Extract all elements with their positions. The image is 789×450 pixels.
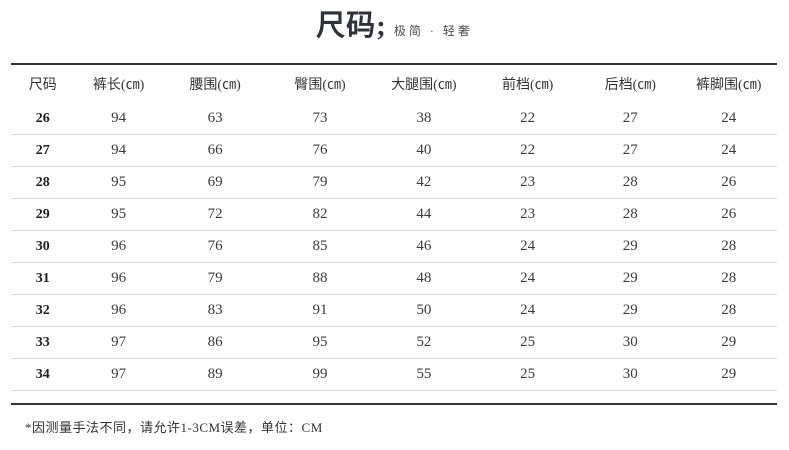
column-header: 前档(㎝) — [501, 78, 554, 93]
measurement-cell: 24 — [680, 134, 777, 167]
measurement-cell: 25 — [475, 358, 581, 391]
measurement-cell: 82 — [267, 198, 373, 231]
measurement-cell: 76 — [267, 134, 373, 167]
measurement-cell: 29 — [580, 294, 681, 327]
measurement-cell: 63 — [162, 103, 268, 135]
size-cell: 30 — [11, 230, 75, 263]
measurement-cell: 76 — [162, 230, 268, 263]
table-row: 30 96 76 85 46 24 29 28 — [11, 230, 777, 263]
size-table: 尺码 裤长(㎝) 腰围(㎝) 臀围(㎝) 大腿围(㎝) 前档(㎝) 后档(㎝) 裤脚围(㎝) … — [11, 65, 777, 391]
measurement-cell: 23 — [475, 166, 581, 199]
measurement-cell: 79 — [162, 262, 268, 295]
measurement-cell: 28 — [680, 294, 777, 327]
measurement-cell: 66 — [162, 134, 268, 167]
column-header: 裤脚围(㎝) — [696, 78, 762, 93]
measurement-cell: 96 — [74, 294, 163, 327]
measurement-note: *因测量手法不同，请允许1-3CM误差，单位：CM — [25, 420, 323, 435]
measurement-cell: 40 — [372, 134, 476, 167]
column-header: 腰围(㎝) — [189, 78, 241, 93]
table-row: 34 97 89 99 55 25 30 29 — [11, 358, 777, 391]
page-subtitle: 极简 · 轻奢 — [393, 24, 473, 38]
table-header-row: 尺码 裤长(㎝) 腰围(㎝) 臀围(㎝) 大腿围(㎝) 前档(㎝) 后档(㎝) 裤脚围(㎝) — [11, 65, 777, 103]
table-row: 26 94 63 73 38 22 27 24 — [11, 103, 777, 135]
measurement-cell: 48 — [372, 262, 476, 295]
measurement-cell: 28 — [580, 198, 681, 231]
measurement-cell: 96 — [74, 262, 163, 295]
measurement-cell: 95 — [74, 166, 163, 199]
measurement-cell: 24 — [475, 262, 581, 295]
column-header: 大腿围(㎝) — [391, 78, 457, 93]
size-table-container: 尺码 裤长(㎝) 腰围(㎝) 臀围(㎝) 大腿围(㎝) 前档(㎝) 后档(㎝) 裤脚围(㎝) … — [11, 63, 777, 405]
measurement-cell: 23 — [475, 198, 581, 231]
measurement-cell: 55 — [372, 358, 476, 391]
measurement-cell: 86 — [162, 326, 268, 359]
measurement-cell: 89 — [162, 358, 268, 391]
measurement-cell: 97 — [74, 358, 163, 391]
measurement-cell: 29 — [680, 358, 777, 391]
size-table-head: 尺码 裤长(㎝) 腰围(㎝) 臀围(㎝) 大腿围(㎝) 前档(㎝) 后档(㎝) 裤脚围(㎝) — [11, 65, 777, 103]
size-cell: 34 — [11, 358, 75, 391]
measurement-cell: 69 — [162, 166, 268, 199]
measurement-cell: 52 — [372, 326, 476, 359]
measurement-cell: 97 — [74, 326, 163, 359]
column-header: 后档(㎝) — [604, 78, 656, 93]
measurement-cell: 94 — [74, 134, 163, 167]
page-header: 尺码; 极简 · 轻奢 — [0, 0, 789, 57]
measurement-cell: 79 — [267, 166, 373, 199]
measurement-cell: 29 — [680, 326, 777, 359]
column-header: 臀围(㎝) — [294, 78, 346, 93]
measurement-cell: 95 — [267, 326, 373, 359]
measurement-cell: 91 — [267, 294, 373, 327]
table-row: 33 97 86 95 52 25 30 29 — [11, 326, 777, 359]
size-table-body: 26 94 63 73 38 22 27 24 27 94 66 76 40 22 27 24 28 95 69 79… — [11, 103, 777, 391]
measurement-cell: 30 — [580, 326, 681, 359]
measurement-cell: 29 — [580, 262, 681, 295]
measurement-cell: 27 — [580, 134, 681, 167]
table-row: 28 95 69 79 42 23 28 26 — [11, 166, 777, 199]
size-cell: 29 — [11, 198, 75, 231]
measurement-cell: 44 — [372, 198, 476, 231]
measurement-cell: 73 — [267, 103, 373, 135]
measurement-cell: 99 — [267, 358, 373, 391]
measurement-cell: 24 — [475, 230, 581, 263]
measurement-cell: 83 — [162, 294, 268, 327]
measurement-cell: 28 — [580, 166, 681, 199]
table-row: 29 95 72 82 44 23 28 26 — [11, 198, 777, 231]
measurement-cell: 46 — [372, 230, 476, 263]
measurement-cell: 96 — [74, 230, 163, 263]
table-row: 27 94 66 76 40 22 27 24 — [11, 134, 777, 167]
measurement-cell: 29 — [580, 230, 681, 263]
measurement-cell: 50 — [372, 294, 476, 327]
size-cell: 33 — [11, 326, 75, 359]
measurement-cell: 85 — [267, 230, 373, 263]
measurement-cell: 95 — [74, 198, 163, 231]
size-cell: 28 — [11, 166, 75, 199]
table-row: 32 96 83 91 50 24 29 28 — [11, 294, 777, 327]
size-cell: 27 — [11, 134, 75, 167]
measurement-cell: 26 — [680, 166, 777, 199]
measurement-cell: 38 — [372, 103, 476, 135]
size-cell: 31 — [11, 262, 75, 295]
page-title: 尺码; — [316, 10, 387, 42]
column-header: 裤长(㎝) — [92, 78, 145, 93]
measurement-cell: 72 — [162, 198, 268, 231]
size-cell: 32 — [11, 294, 75, 327]
measurement-cell: 30 — [580, 358, 681, 391]
column-header: 尺码 — [28, 78, 57, 93]
measurement-cell: 28 — [680, 230, 777, 263]
measurement-cell: 27 — [580, 103, 681, 135]
measurement-cell: 22 — [475, 103, 581, 135]
measurement-cell: 28 — [680, 262, 777, 295]
measurement-cell: 24 — [475, 294, 581, 327]
table-row: 31 96 79 88 48 24 29 28 — [11, 262, 777, 295]
measurement-cell: 22 — [475, 134, 581, 167]
measurement-cell: 25 — [475, 326, 581, 359]
measurement-cell: 42 — [372, 166, 476, 199]
measurement-cell: 24 — [680, 103, 777, 135]
measurement-cell: 26 — [680, 198, 777, 231]
measurement-cell: 94 — [74, 103, 163, 135]
size-cell: 26 — [11, 103, 75, 135]
measurement-cell: 88 — [267, 262, 373, 295]
